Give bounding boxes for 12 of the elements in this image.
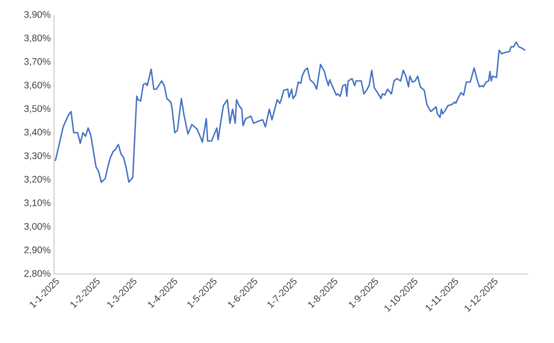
y-tick-label: 3,40% [24, 128, 50, 137]
y-tick-label: 3,20% [24, 176, 50, 184]
y-tick-label: 3,70% [24, 58, 50, 66]
y-tick-label: 3,00% [24, 222, 50, 231]
y-tick-label: 2,80% [24, 270, 50, 278]
y-tick-label: 3,10% [24, 199, 50, 208]
y-tick-label: 3,90% [24, 11, 50, 19]
y-tick-label: 3,60% [24, 82, 50, 90]
y-tick-label: 3,50% [24, 105, 50, 114]
y-tick-label: 2,90% [24, 246, 50, 254]
y-tick-label: 3,30% [24, 152, 50, 160]
y-tick-label: 3,80% [24, 34, 50, 42]
